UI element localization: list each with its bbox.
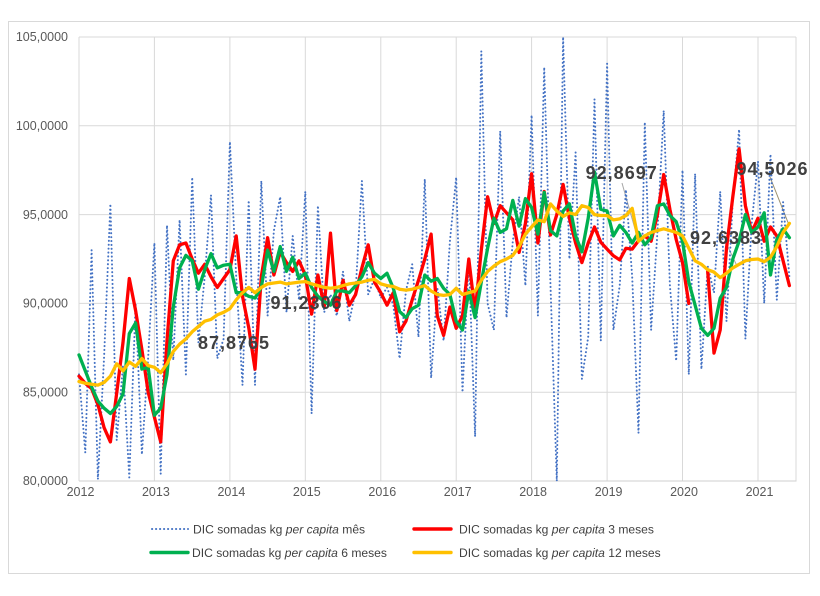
svg-text:DIC somadas kg per capita 3 me: DIC somadas kg per capita 3 meses	[459, 522, 654, 536]
svg-text:87,8765: 87,8765	[198, 333, 270, 353]
svg-text:2021: 2021	[746, 485, 774, 499]
svg-text:2015: 2015	[293, 485, 321, 499]
svg-text:95,0000: 95,0000	[23, 208, 68, 222]
svg-text:2013: 2013	[142, 485, 170, 499]
svg-text:2018: 2018	[519, 485, 547, 499]
svg-text:91,2306: 91,2306	[270, 293, 342, 313]
svg-text:DIC somadas kg per capita mês: DIC somadas kg per capita mês	[193, 522, 365, 536]
svg-text:2012: 2012	[67, 485, 95, 499]
svg-text:2019: 2019	[595, 485, 623, 499]
svg-text:105,0000: 105,0000	[16, 30, 68, 44]
svg-text:92,6383: 92,6383	[690, 228, 762, 248]
svg-text:2014: 2014	[217, 485, 245, 499]
svg-text:DIC somadas kg per capita 12 m: DIC somadas kg per capita 12 meses	[459, 546, 661, 560]
svg-text:2017: 2017	[444, 485, 472, 499]
svg-text:90,0000: 90,0000	[23, 297, 68, 311]
svg-text:85,0000: 85,0000	[23, 385, 68, 399]
svg-text:80,0000: 80,0000	[23, 474, 68, 488]
svg-text:92,8697: 92,8697	[586, 163, 658, 183]
svg-text:DIC somadas kg per capita 6 me: DIC somadas kg per capita 6 meses	[192, 546, 387, 560]
svg-text:94,5026: 94,5026	[736, 159, 808, 179]
svg-text:100,0000: 100,0000	[16, 119, 68, 133]
svg-text:2016: 2016	[368, 485, 396, 499]
svg-text:2020: 2020	[670, 485, 698, 499]
